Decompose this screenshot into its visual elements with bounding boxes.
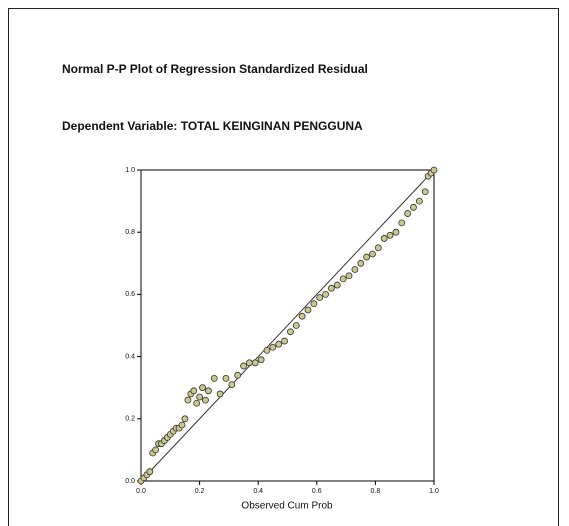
point: [204, 387, 212, 395]
point: [193, 399, 201, 407]
point: [181, 415, 189, 423]
point: [339, 275, 347, 283]
point: [152, 446, 160, 454]
point: [430, 166, 438, 174]
point: [310, 300, 318, 308]
point: [287, 328, 294, 336]
point: [322, 290, 329, 298]
x-tick-label: 1.0: [429, 488, 439, 495]
point: [398, 219, 406, 227]
point: [234, 371, 242, 379]
point: [275, 340, 283, 348]
point: [363, 253, 371, 261]
point: [392, 228, 400, 236]
point: [304, 306, 312, 314]
point: [196, 393, 204, 401]
x-tick-label: 0.6: [312, 488, 322, 495]
x-tick-label: 0.2: [195, 488, 205, 495]
point: [374, 244, 382, 252]
y-tick-label: 0.0: [125, 478, 135, 485]
point: [246, 359, 253, 367]
point: [333, 281, 341, 289]
point: [351, 266, 359, 273]
point: [210, 374, 218, 382]
reference-line: [140, 169, 435, 482]
point: [184, 396, 192, 404]
chart-subtitle: Dependent Variable: TOTAL KEINGINAN PENG…: [62, 119, 363, 133]
x-tick-label: 0.0: [136, 488, 146, 495]
point: [410, 203, 417, 211]
y-tick-label: 0.2: [125, 416, 135, 423]
point: [415, 197, 423, 205]
point: [281, 337, 288, 345]
point: [178, 421, 186, 429]
point: [202, 396, 209, 404]
point: [328, 284, 335, 292]
point: [257, 356, 265, 364]
point: [421, 188, 429, 196]
point: [269, 343, 277, 351]
y-tick-label: 0.6: [125, 291, 135, 298]
y-tick-label: 0.4: [125, 353, 135, 360]
point: [263, 346, 271, 354]
chart-title: Normal P-P Plot of Regression Standardiz…: [62, 62, 368, 76]
point: [345, 272, 353, 280]
point: [222, 374, 230, 382]
x-axis-label: Observed Cum Prob: [241, 501, 333, 512]
y-tick-label: 1.0: [125, 167, 135, 174]
x-tick-label: 0.8: [371, 488, 381, 495]
point: [228, 381, 236, 388]
point: [199, 384, 206, 392]
x-tick-label: 0.4: [253, 488, 263, 495]
y-tick-label: 0.8: [125, 229, 135, 236]
point: [380, 235, 388, 242]
point: [357, 259, 365, 267]
point: [369, 250, 376, 258]
point: [216, 390, 224, 398]
point: [146, 468, 154, 476]
point: [190, 387, 198, 395]
point: [292, 322, 300, 329]
point: [251, 359, 259, 367]
point: [386, 231, 394, 239]
point: [298, 312, 306, 320]
point: [316, 294, 324, 301]
point: [240, 362, 247, 370]
point: [404, 210, 412, 217]
